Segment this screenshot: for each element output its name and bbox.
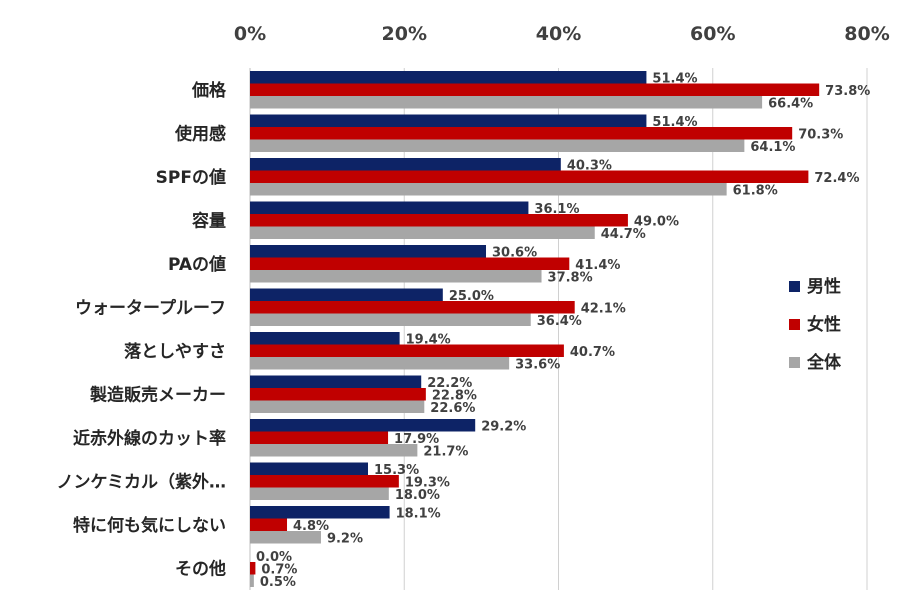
bar-男性 [250,332,400,345]
bar-男性 [250,201,529,214]
data-label: 66.4% [768,97,813,112]
data-label: 0.5% [260,575,296,590]
legend-label: 全体 [806,352,842,373]
data-label: 70.3% [798,128,843,143]
data-label: 44.7% [601,227,646,242]
category-label: 価格 [191,80,227,101]
category-label: 落としやすさ [124,342,226,362]
data-label: 51.4% [652,115,697,130]
data-label: 19.4% [406,333,451,348]
bar-男性 [250,288,443,301]
bar-全体 [250,531,321,544]
category-label: 製造販売メーカー [89,384,226,405]
x-tick-label: 80% [844,23,889,45]
legend-swatch-女性 [789,319,800,330]
data-label: 22.2% [427,376,472,391]
category-label: 使用感 [174,123,226,144]
data-label: 4.8% [293,519,329,534]
data-label: 40.7% [570,345,615,360]
bar-女性 [250,214,628,227]
data-label: 30.6% [492,246,537,261]
bar-男性 [250,462,369,475]
data-label: 21.7% [423,445,468,460]
data-label: 37.8% [548,271,593,286]
bar-女性 [250,431,389,444]
bar-男性 [250,419,476,432]
data-label: 15.3% [374,463,419,478]
bar-全体 [250,444,418,457]
x-tick-label: 0% [234,23,266,45]
bar-女性 [250,301,575,314]
bar-男性 [250,158,561,171]
data-label: 17.9% [394,432,439,447]
x-tick-label: 20% [382,23,427,45]
bar-全体 [250,183,727,196]
bar-全体 [250,574,254,587]
data-label: 36.1% [534,202,579,217]
data-label: 64.1% [750,140,795,155]
data-label: 41.4% [575,258,620,273]
data-label: 51.4% [652,72,697,87]
bar-全体 [250,487,389,500]
bar-女性 [250,127,793,140]
bar-全体 [250,313,531,326]
bar-女性 [250,257,570,270]
data-label: 73.8% [825,84,870,99]
data-label: 42.1% [581,302,626,317]
data-label: 22.6% [430,401,475,416]
data-label: 18.1% [396,507,441,522]
category-label: その他 [175,558,226,579]
bar-男性 [250,506,390,519]
data-label: 0.0% [256,550,292,565]
data-label: 72.4% [814,171,859,186]
bar-全体 [250,139,745,152]
category-label: ノンケミカル（紫外… [57,471,227,492]
data-label: 33.6% [515,358,560,373]
bar-全体 [250,400,425,413]
bar-男性 [250,71,647,84]
data-label: 0.7% [261,563,297,578]
bar-女性 [250,475,399,488]
x-tick-label: 60% [690,23,735,45]
category-label: 近赤外線のカット率 [73,428,226,449]
data-label: 49.0% [634,215,679,230]
bar-女性 [250,518,288,531]
bar-女性 [250,170,809,183]
data-label: 19.3% [405,476,450,491]
bar-女性 [250,344,564,357]
legend-swatch-全体 [789,357,800,368]
category-label: SPFの値 [156,167,226,188]
bar-全体 [250,357,510,370]
data-label: 40.3% [567,159,612,174]
data-label: 25.0% [449,289,494,304]
data-label: 18.0% [395,488,440,503]
data-label: 9.2% [327,532,363,547]
data-label: 22.8% [432,389,477,404]
bar-男性 [250,375,422,388]
legend-label: 女性 [807,314,841,335]
bar-女性 [250,562,256,575]
legend-label: 男性 [807,276,841,297]
bar-全体 [250,270,542,283]
x-tick-label: 40% [536,23,581,45]
bar-全体 [250,96,763,109]
category-label: 容量 [192,210,226,231]
data-label: 61.8% [733,184,778,199]
data-label: 36.4% [537,314,582,329]
bar-男性 [250,114,647,127]
data-label: 29.2% [481,420,526,435]
bar-男性 [250,245,487,258]
legend-swatch-男性 [789,281,800,292]
category-label: PAの値 [168,254,226,275]
category-label: 特に何も気にしない [73,515,226,536]
bar-全体 [250,226,595,239]
category-label: ウォータープルーフ [75,297,226,318]
bar-女性 [250,388,426,401]
bar-女性 [250,83,820,96]
